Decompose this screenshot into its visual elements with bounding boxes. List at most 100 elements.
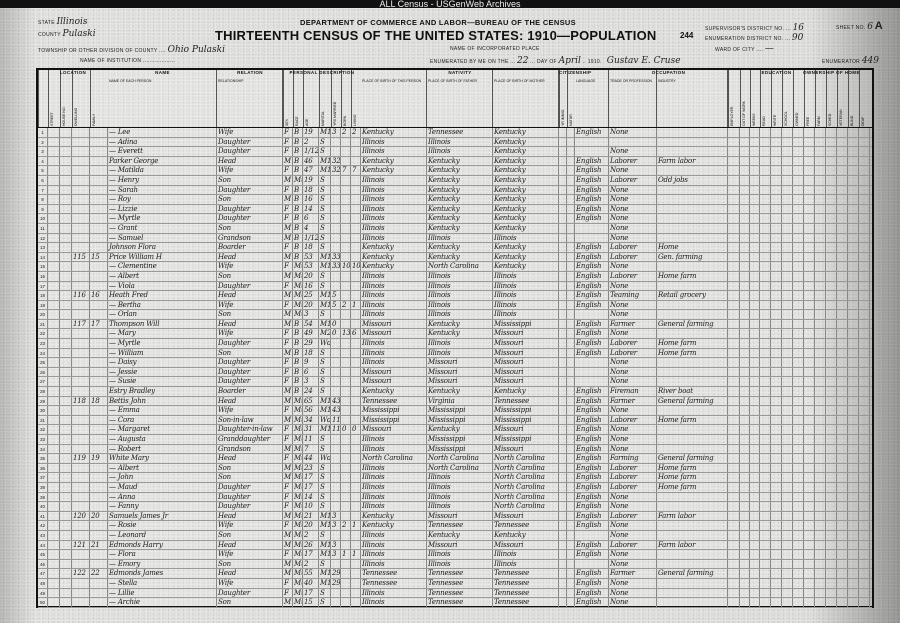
table-cell: 16: [303, 195, 319, 204]
table-cell: 33: [38, 435, 48, 444]
table-cell: [826, 588, 837, 598]
table-cell: [804, 387, 815, 396]
table-cell: Tennessee: [427, 578, 493, 588]
table-cell: Son-in-law: [217, 415, 283, 425]
table-cell: [771, 348, 782, 358]
table-cell: [760, 425, 771, 434]
table-cell: [567, 492, 575, 502]
table-cell: Missouri: [493, 377, 559, 387]
table-cell: [567, 281, 575, 291]
table-cell: [90, 367, 108, 377]
table-cell: 36: [38, 463, 48, 473]
table-cell: [815, 598, 826, 607]
table-row: 32— MargaretDaughter-in-lawFMu31M11100Mi…: [38, 425, 872, 435]
table-cell: 26: [303, 540, 319, 550]
watermark: ALL Census - USGenWeb Archives: [379, 0, 521, 9]
table-cell: Laborer: [609, 463, 657, 473]
table-cell: [657, 598, 728, 607]
table-cell: [760, 185, 771, 195]
table-cell: [782, 223, 793, 233]
table-cell: [657, 444, 728, 454]
table-cell: Missouri: [427, 358, 493, 367]
table-cell: M: [283, 598, 293, 607]
table-cell: Tennessee: [361, 578, 427, 588]
table-cell: Missouri: [427, 367, 493, 377]
table-cell: [48, 588, 60, 598]
table-cell: [837, 598, 848, 607]
table-cell: [837, 348, 848, 358]
table-cell: [804, 511, 815, 521]
table-cell: [728, 367, 740, 377]
table-cell: [740, 482, 750, 492]
table-cell: F: [283, 425, 293, 434]
table-cell: [859, 214, 870, 223]
table-cell: [837, 137, 848, 147]
table-cell: [848, 319, 859, 329]
table-cell: 3: [303, 310, 319, 319]
table-cell: [760, 550, 771, 559]
table-cell: [740, 128, 750, 137]
table-cell: [351, 578, 361, 588]
table-cell: [728, 502, 740, 511]
table-cell: [815, 291, 826, 300]
table-cell: Kentucky: [361, 243, 427, 252]
table-cell: Thompson Will: [108, 319, 217, 329]
table-cell: M1: [320, 569, 331, 578]
table-cell: [559, 377, 567, 387]
table-cell: [657, 329, 728, 339]
table-cell: 17: [303, 473, 319, 482]
table-cell: [341, 540, 351, 550]
table-cell: [72, 578, 90, 588]
table-cell: [782, 559, 793, 569]
table-cell: [90, 310, 108, 319]
table-cell: [837, 195, 848, 204]
table-cell: [740, 435, 750, 444]
table-row: 31— CoraSon-in-lawMMu34Wd11MississippiMi…: [38, 415, 872, 426]
table-cell: Son: [217, 175, 283, 185]
table-cell: [804, 166, 815, 175]
table-cell: S: [319, 482, 331, 492]
table-cell: [848, 204, 859, 214]
table-cell: [728, 175, 740, 185]
table-cell: [793, 319, 804, 329]
table-cell: 22: [90, 569, 108, 578]
table-cell: [804, 396, 815, 406]
table-cell: [351, 358, 361, 367]
table-cell: [859, 252, 870, 262]
table-cell: [559, 473, 567, 482]
table-cell: Tennessee: [427, 521, 493, 530]
table-cell: Illinois: [427, 339, 493, 348]
table-cell: [341, 367, 351, 377]
table-cell: [567, 578, 575, 588]
table-cell: None: [609, 598, 657, 607]
table-cell: [331, 348, 341, 358]
table-cell: [351, 310, 361, 319]
table-cell: [90, 147, 108, 156]
table-row: 10— Myrtle Daughter F B 6 S Illinois Kentucky Ke…: [38, 214, 872, 224]
table-cell: [740, 223, 750, 233]
table-cell: Illinois: [361, 435, 427, 444]
table-cell: [760, 214, 771, 223]
table-cell: None: [609, 185, 657, 195]
table-cell: — Lee: [108, 128, 217, 137]
table-cell: [793, 578, 804, 588]
table-cell: [848, 214, 859, 223]
table-cell: 119: [72, 454, 90, 463]
table-cell: Illinois: [361, 214, 427, 223]
table-cell: [740, 339, 750, 348]
table-cell: M1: [320, 291, 331, 300]
table-cell: M1: [320, 252, 331, 262]
table-cell: [760, 195, 771, 204]
table-cell: [740, 367, 750, 377]
table-row: 39— AnnaDaughterFMu14SIllinoisIllinoisNo…: [38, 492, 872, 503]
township-field: Township or other division of county ...…: [38, 45, 225, 55]
table-cell: [804, 569, 815, 578]
table-cell: [793, 223, 804, 233]
table-cell: [567, 185, 575, 195]
table-cell: Mu: [293, 435, 303, 444]
table-cell: [750, 435, 760, 444]
table-cell: [60, 463, 72, 473]
table-cell: [815, 300, 826, 310]
table-cell: 49: [38, 588, 48, 598]
table-cell: B: [293, 137, 303, 147]
